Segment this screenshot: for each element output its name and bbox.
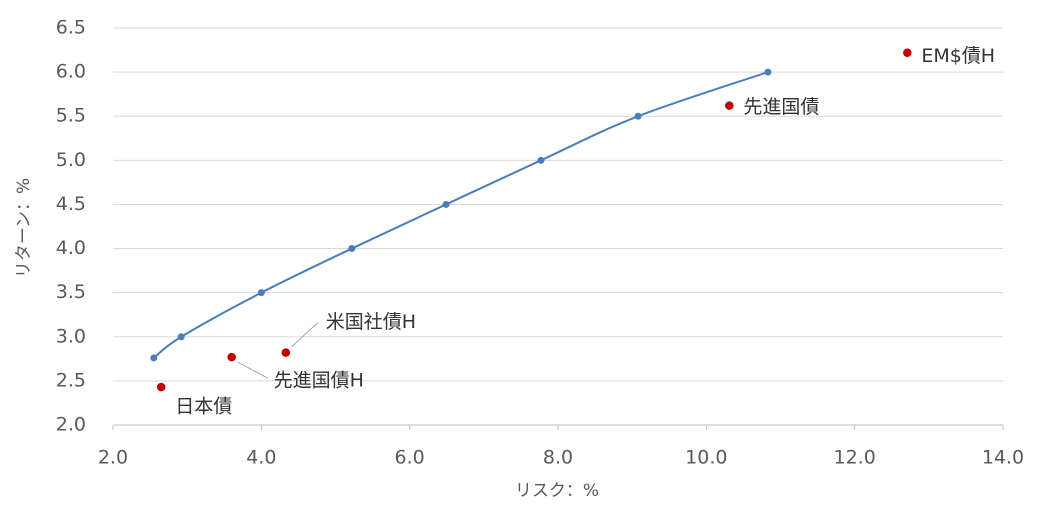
point (155, 381, 167, 393)
y-tick-label: 5.5 (56, 105, 86, 127)
y-tick-label: 3.0 (56, 325, 86, 347)
x-axis-title: リスク：% (515, 481, 599, 501)
x-tick-label: 8.0 (543, 447, 573, 469)
x-tick-label: 4.0 (246, 447, 276, 469)
x-tick-label: 14.0 (982, 447, 1024, 469)
point (177, 333, 185, 341)
point-label: 先進国債 (743, 96, 819, 118)
y-tick-label: 2.5 (56, 369, 86, 391)
point (723, 99, 736, 112)
point (225, 351, 238, 363)
point (257, 289, 265, 297)
y-tick-label: 5.0 (56, 149, 86, 171)
point-label: 日本債 (175, 396, 232, 418)
x-tick-label: 2.0 (98, 447, 128, 469)
point (150, 354, 158, 362)
leader-line (291, 322, 319, 348)
y-tick-label: 6.5 (56, 17, 86, 39)
y-tick-label: 4.0 (56, 237, 86, 259)
point (442, 200, 450, 208)
point (348, 245, 356, 253)
point-label: EM$債H (921, 45, 995, 67)
point (280, 346, 292, 359)
point (634, 112, 642, 120)
y-tick-label: 3.5 (56, 281, 86, 303)
point (537, 156, 545, 164)
x-tick-label: 10.0 (685, 447, 727, 469)
y-axis-title: リターン：% (14, 178, 34, 278)
y-tick-label: 4.5 (56, 193, 86, 215)
y-tick-label: 6.0 (56, 61, 86, 83)
leader-line (237, 361, 268, 379)
point-label: 米国社債H (326, 311, 416, 333)
frontier-line (153, 71, 769, 359)
point (901, 46, 914, 59)
x-tick-label: 12.0 (834, 447, 876, 469)
x-tick-label: 6.0 (395, 447, 425, 469)
point-label: 先進国債H (274, 370, 364, 392)
point (764, 68, 772, 76)
y-tick-label: 2.0 (56, 414, 86, 436)
